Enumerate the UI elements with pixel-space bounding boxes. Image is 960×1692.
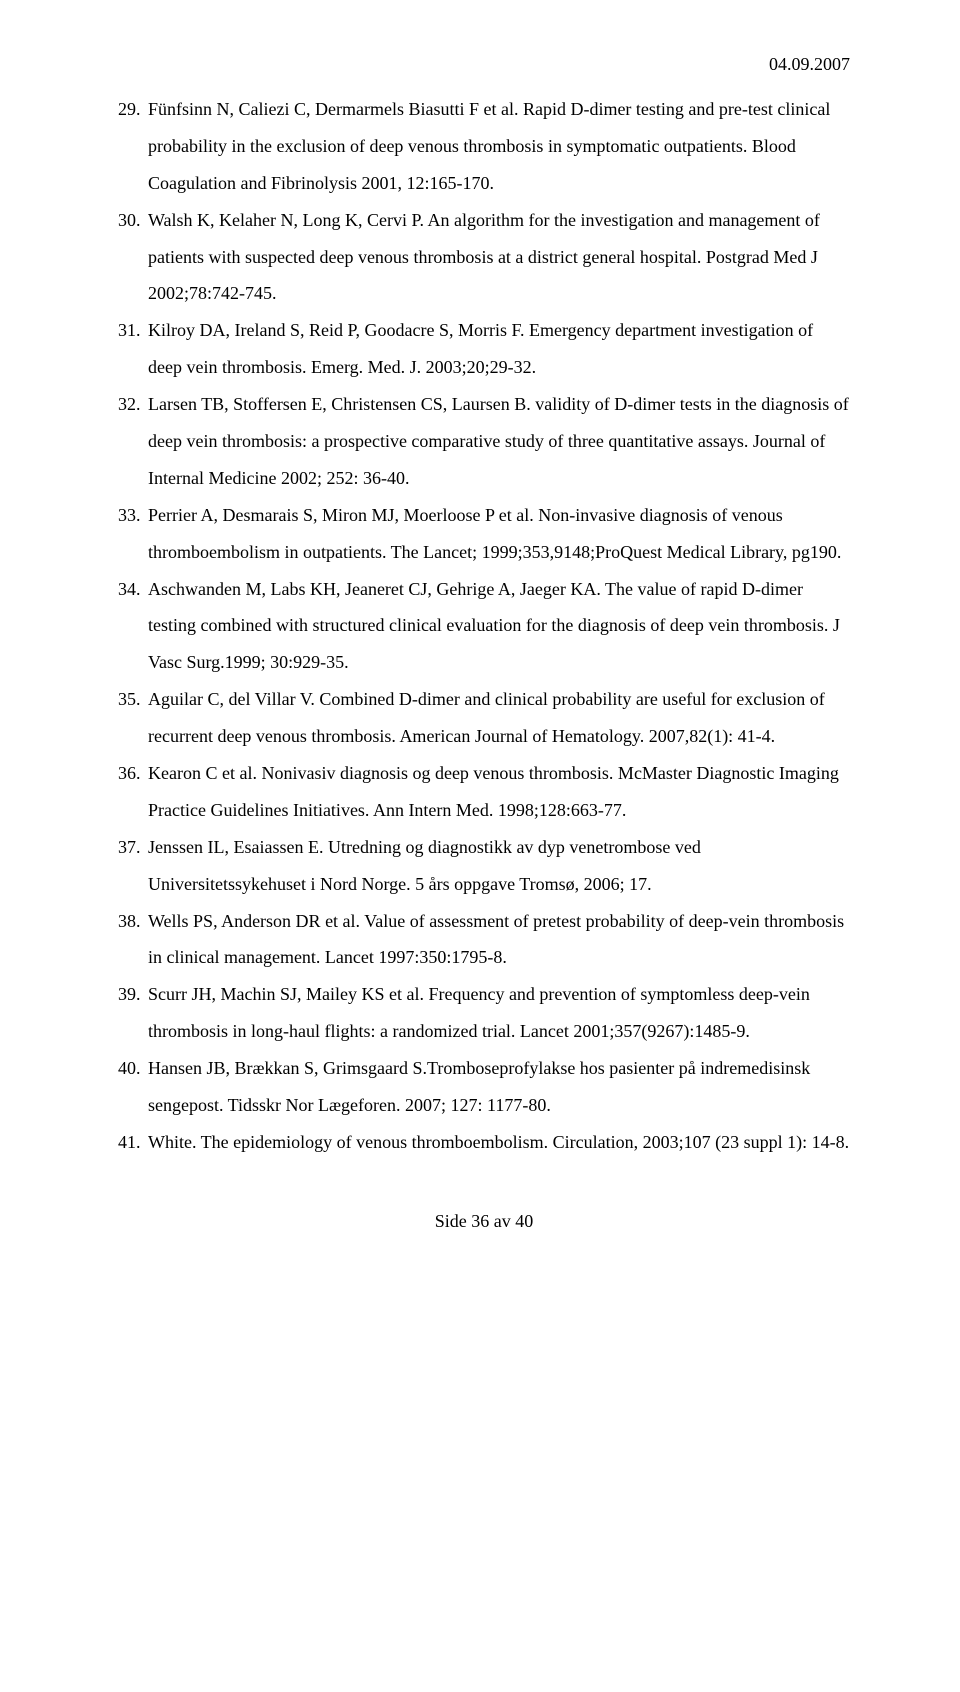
reference-text: Kearon C et al. Nonivasiv diagnosis og d…	[148, 755, 850, 829]
reference-item: 29. Fünfsinn N, Caliezi C, Dermarmels Bi…	[118, 91, 850, 202]
reference-item: 34. Aschwanden M, Labs KH, Jeaneret CJ, …	[118, 571, 850, 682]
reference-text: Hansen JB, Brækkan S, Grimsgaard S.Tromb…	[148, 1050, 850, 1124]
reference-number: 29.	[118, 91, 148, 202]
reference-text: Perrier A, Desmarais S, Miron MJ, Moerlo…	[148, 497, 850, 571]
reference-number: 32.	[118, 386, 148, 497]
reference-number: 34.	[118, 571, 148, 682]
reference-item: 30. Walsh K, Kelaher N, Long K, Cervi P.…	[118, 202, 850, 313]
reference-number: 31.	[118, 312, 148, 386]
reference-number: 36.	[118, 755, 148, 829]
reference-text: Aguilar C, del Villar V. Combined D-dime…	[148, 681, 850, 755]
reference-text: Kilroy DA, Ireland S, Reid P, Goodacre S…	[148, 312, 850, 386]
reference-number: 38.	[118, 903, 148, 977]
reference-number: 30.	[118, 202, 148, 313]
reference-item: 36. Kearon C et al. Nonivasiv diagnosis …	[118, 755, 850, 829]
reference-text: Jenssen IL, Esaiassen E. Utredning og di…	[148, 829, 850, 903]
header-date: 04.09.2007	[118, 54, 850, 75]
reference-item: 33. Perrier A, Desmarais S, Miron MJ, Mo…	[118, 497, 850, 571]
reference-text: Aschwanden M, Labs KH, Jeaneret CJ, Gehr…	[148, 571, 850, 682]
reference-item: 37. Jenssen IL, Esaiassen E. Utredning o…	[118, 829, 850, 903]
reference-number: 40.	[118, 1050, 148, 1124]
reference-text: White. The epidemiology of venous thromb…	[148, 1124, 850, 1161]
reference-item: 40. Hansen JB, Brækkan S, Grimsgaard S.T…	[118, 1050, 850, 1124]
reference-text: Scurr JH, Machin SJ, Mailey KS et al. Fr…	[148, 976, 850, 1050]
reference-item: 32. Larsen TB, Stoffersen E, Christensen…	[118, 386, 850, 497]
reference-number: 35.	[118, 681, 148, 755]
reference-text: Wells PS, Anderson DR et al. Value of as…	[148, 903, 850, 977]
reference-number: 41.	[118, 1124, 148, 1161]
reference-text: Larsen TB, Stoffersen E, Christensen CS,…	[148, 386, 850, 497]
reference-item: 35. Aguilar C, del Villar V. Combined D-…	[118, 681, 850, 755]
reference-number: 37.	[118, 829, 148, 903]
reference-text: Walsh K, Kelaher N, Long K, Cervi P. An …	[148, 202, 850, 313]
reference-item: 31. Kilroy DA, Ireland S, Reid P, Goodac…	[118, 312, 850, 386]
reference-list: 29. Fünfsinn N, Caliezi C, Dermarmels Bi…	[118, 91, 850, 1161]
document-page: 04.09.2007 29. Fünfsinn N, Caliezi C, De…	[0, 0, 960, 1282]
reference-number: 39.	[118, 976, 148, 1050]
reference-item: 38. Wells PS, Anderson DR et al. Value o…	[118, 903, 850, 977]
page-footer: Side 36 av 40	[118, 1211, 850, 1232]
reference-number: 33.	[118, 497, 148, 571]
reference-text: Fünfsinn N, Caliezi C, Dermarmels Biasut…	[148, 91, 850, 202]
reference-item: 39. Scurr JH, Machin SJ, Mailey KS et al…	[118, 976, 850, 1050]
reference-item: 41. White. The epidemiology of venous th…	[118, 1124, 850, 1161]
